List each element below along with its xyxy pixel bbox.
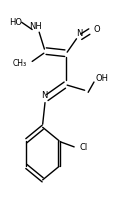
Text: Cl: Cl bbox=[79, 143, 88, 152]
Text: HO: HO bbox=[9, 18, 22, 27]
Text: N: N bbox=[76, 29, 82, 38]
Text: O: O bbox=[93, 25, 100, 34]
Text: OH: OH bbox=[96, 74, 109, 84]
Text: N: N bbox=[41, 91, 47, 100]
Text: NH: NH bbox=[29, 22, 42, 31]
Text: CH₃: CH₃ bbox=[12, 59, 26, 68]
